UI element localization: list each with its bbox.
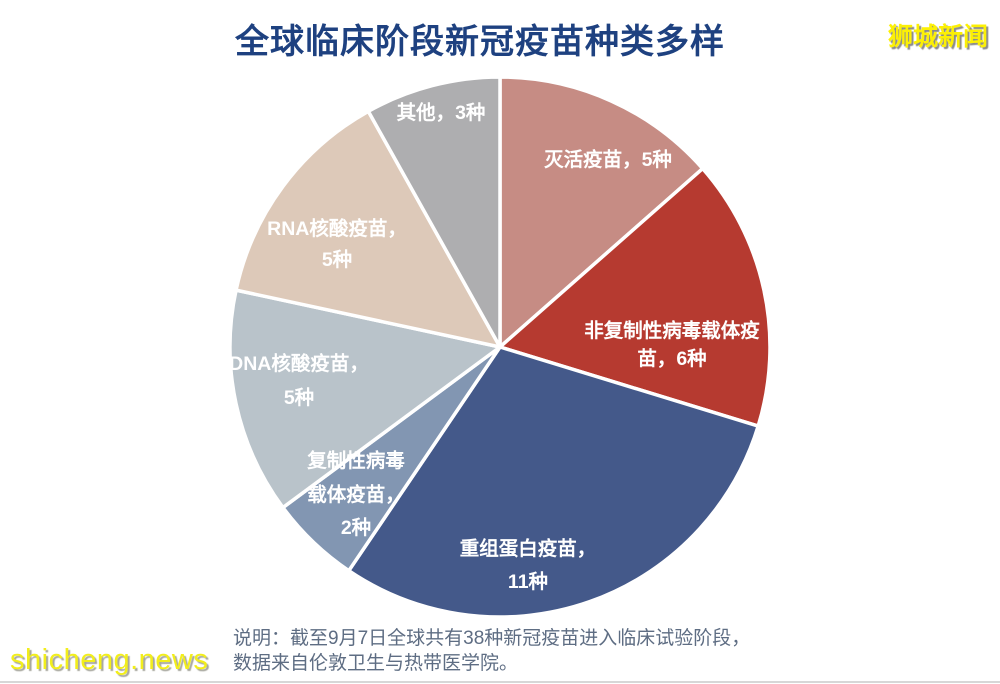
pie-slice-2-重组蛋白疫苗 — [347, 345, 760, 619]
pie-slice-5-RNA核酸疫苗 — [234, 109, 502, 349]
footnote-line-2: 数据来自伦敦卫生与热带医学院。 — [233, 653, 519, 674]
pie-label-line: 其他，3种 — [396, 102, 486, 124]
pie-label-rna: RNA核酸疫苗， 5种 — [267, 214, 407, 276]
bottom-divider — [0, 681, 1000, 683]
pie-label-line: 5种 — [321, 249, 353, 271]
pie-slice-0-灭活疫苗 — [498, 75, 705, 349]
pie-slice-4-DNA核酸疫苗 — [228, 288, 502, 510]
pie-label-line: 非复制性病毒载体疫 — [584, 320, 760, 342]
pie-label-line: 复制性病毒 — [307, 450, 405, 472]
watermark-bottom-left: shicheng.news — [10, 644, 209, 676]
footnote-line-1: 说明：截至9月7日全球共有38种新冠疫苗进入临床试验阶段， — [233, 628, 751, 649]
pie-slice-6-其他 — [366, 75, 502, 349]
pie-slice-1-非复制性病毒载体疫苗 — [498, 166, 772, 428]
watermark-top-right: 狮城新闻 — [887, 23, 988, 51]
pie-label-line: 2种 — [340, 517, 372, 539]
pie-label-other: 其他，3种 — [397, 97, 486, 129]
page-title: 全球临床阶段新冠疫苗种类多样 — [235, 23, 725, 61]
pie-label-line: 重组蛋白疫苗， — [459, 538, 597, 560]
pie-label-line: 5种 — [283, 387, 315, 409]
pie-label-line: 11种 — [507, 571, 549, 593]
pie-label-line: DNA核酸疫苗， — [229, 353, 369, 375]
pie-label-line: 苗，6种 — [637, 348, 707, 370]
pie-label-dna: DNA核酸疫苗， 5种 — [229, 347, 369, 415]
pie-label-line: RNA核酸疫苗， — [267, 218, 407, 240]
pie-label-line: 灭活疫苗，5种 — [544, 149, 672, 171]
pie-label-nonreplicating-vector: 非复制性病毒载体疫 苗，6种 — [584, 317, 760, 373]
pie-label-inactivated: 灭活疫苗，5种 — [544, 144, 672, 176]
footnote: 说明：截至9月7日全球共有38种新冠疫苗进入临床试验阶段， 数据来自伦敦卫生与热… — [233, 626, 750, 676]
pie-label-replicating-vector: 复制性病毒 载体疫苗， 2种 — [307, 445, 405, 546]
pie-label-recombinant-protein: 重组蛋白疫苗， 11种 — [460, 533, 597, 599]
pie-label-line: 载体疫苗， — [307, 483, 405, 506]
